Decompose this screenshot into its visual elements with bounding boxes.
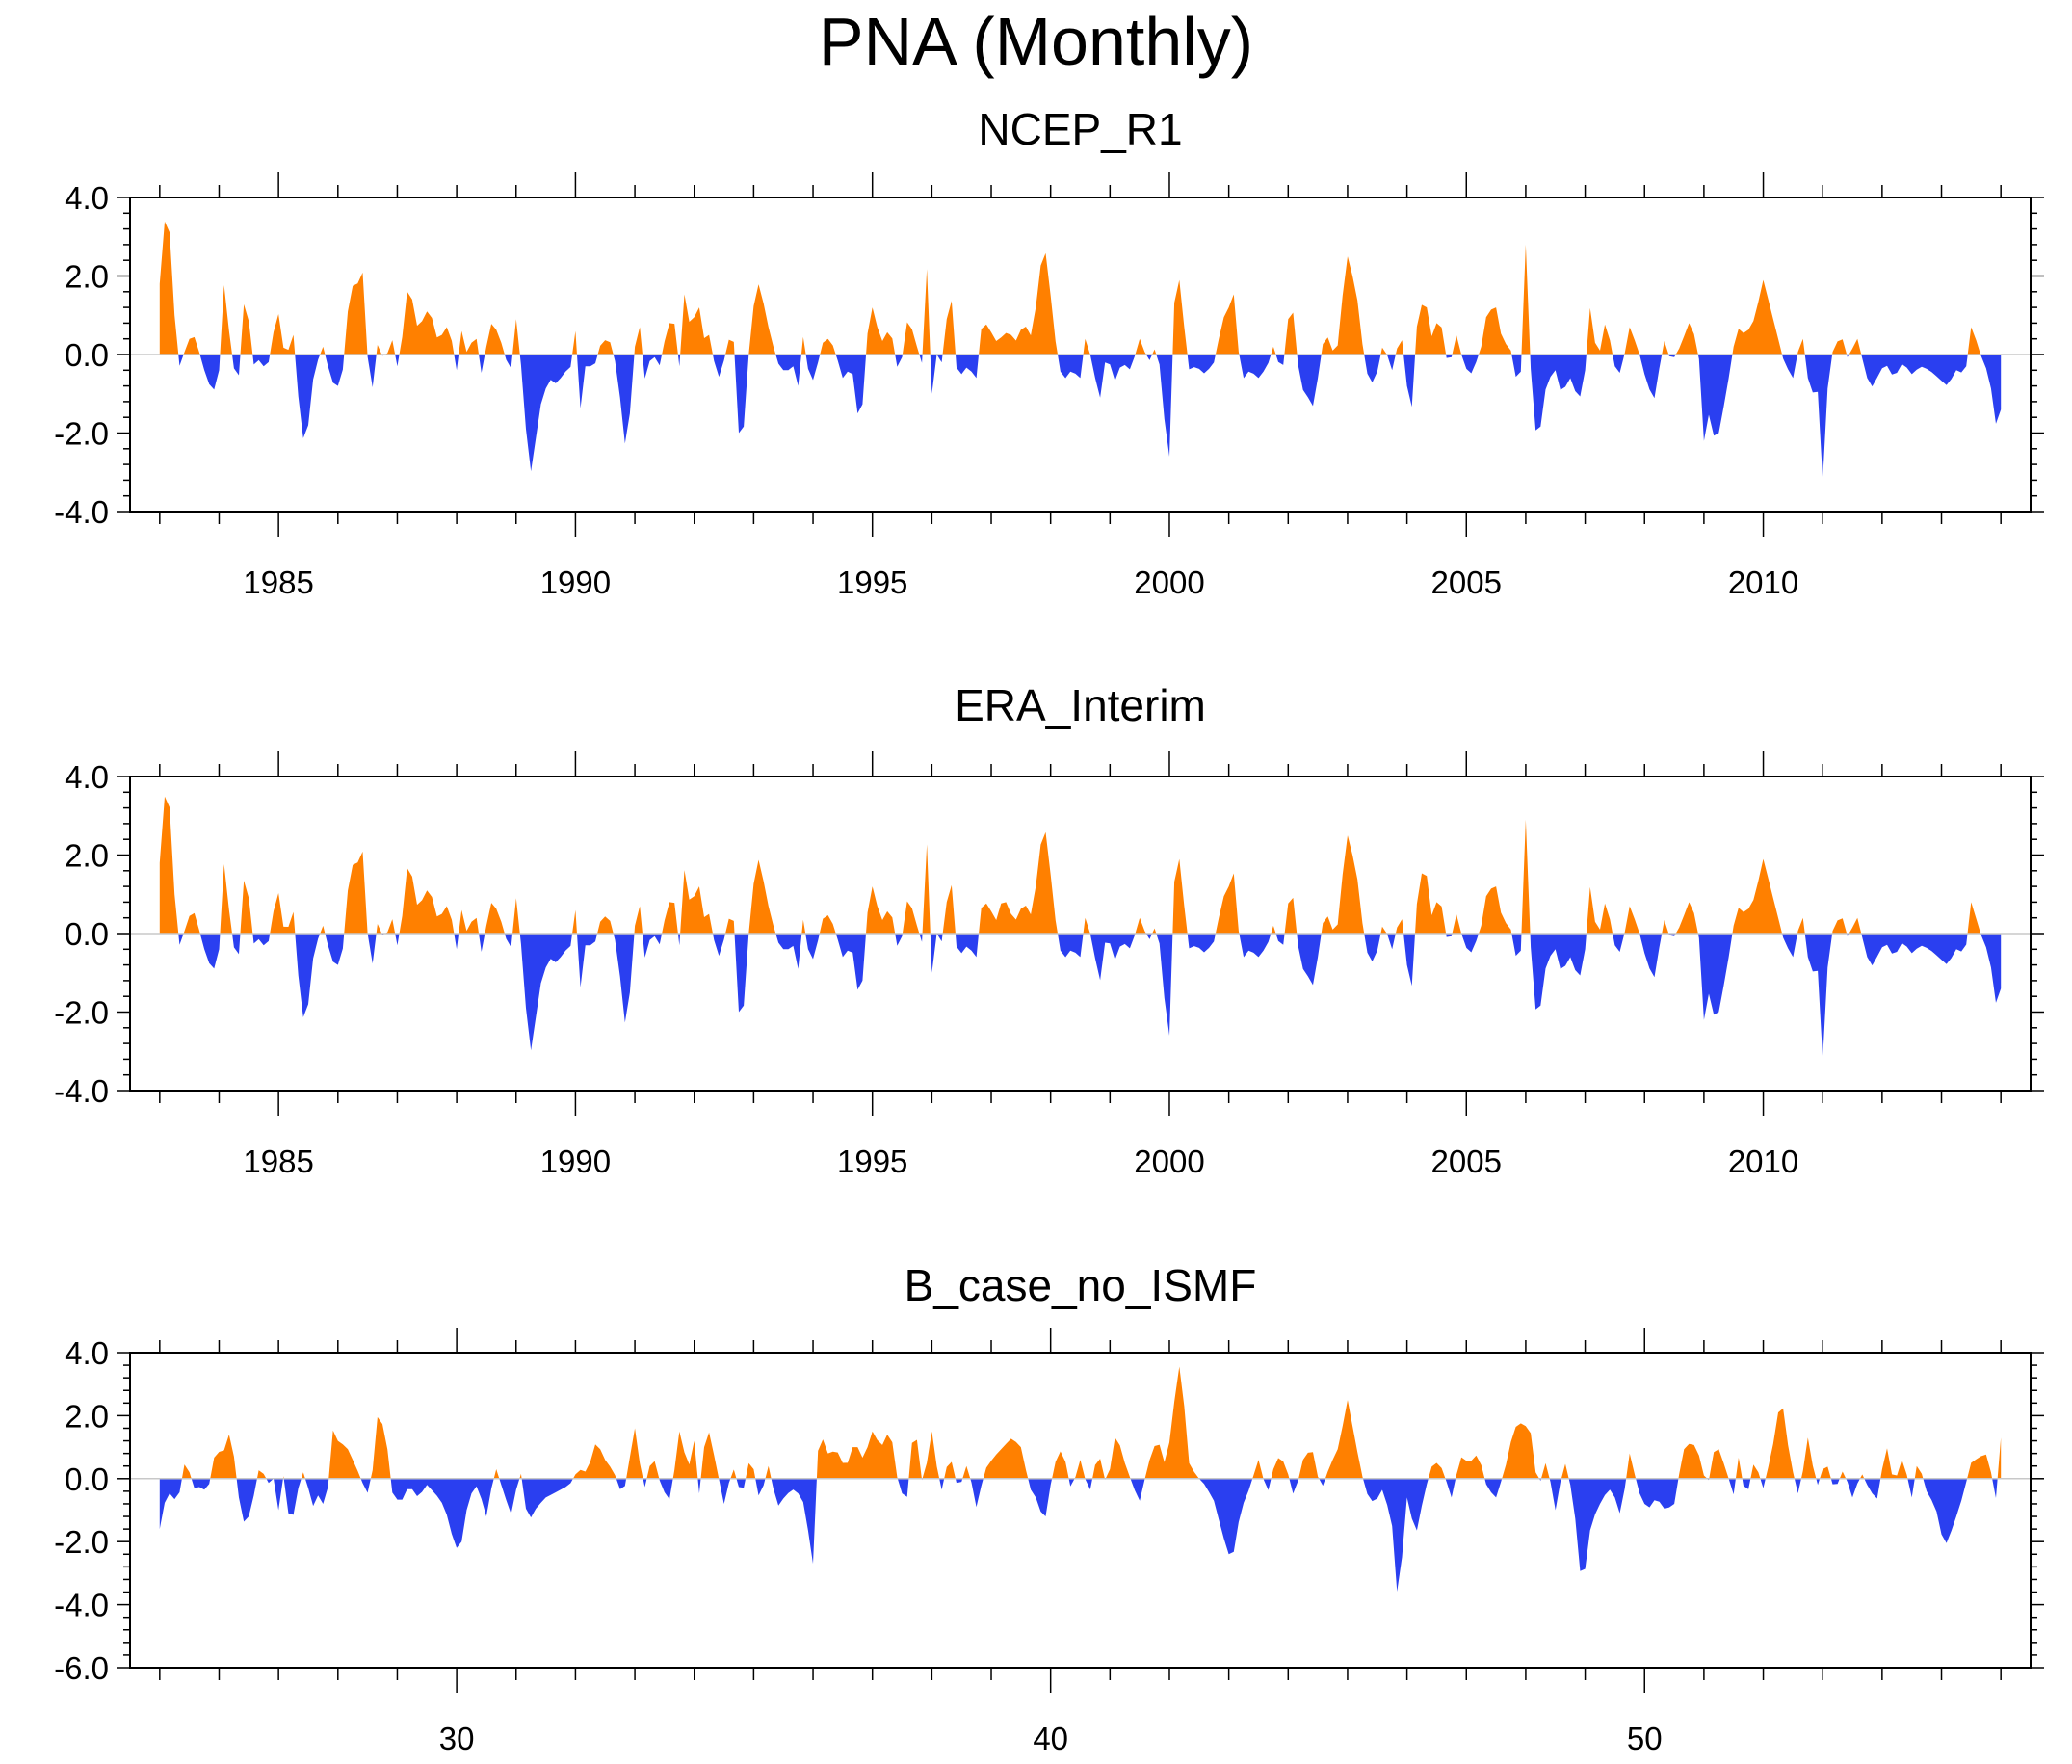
chart-panel-1: NCEP_R1 4.0 2.0 0.0 -2.0 -4.0 1985 1990 1995 2000…: [54, 104, 2044, 600]
y-tick-label: 2.0: [65, 1398, 109, 1434]
panel-title: NCEP_R1: [978, 104, 1182, 154]
y-tick-label: -6.0: [54, 1650, 109, 1686]
x-tick-label: 30: [439, 1721, 475, 1756]
negative-area-series: [159, 934, 2002, 1060]
x-tick-label: 1985: [243, 1144, 313, 1179]
y-tick-label: 4.0: [65, 759, 109, 795]
x-tick-label: 2000: [1134, 1144, 1204, 1179]
y-tick-label: 2.0: [65, 838, 109, 874]
y-tick-label: -2.0: [54, 416, 109, 452]
x-tick-label: 1995: [837, 565, 907, 600]
positive-area-series: [159, 221, 2002, 355]
panel-title: B_case_no_ISMF: [905, 1260, 1257, 1310]
x-tick-label: 1990: [540, 565, 611, 600]
x-tick-label: 1985: [243, 565, 313, 600]
y-tick-label: 0.0: [65, 1461, 109, 1497]
x-tick-label: 2005: [1431, 565, 1502, 600]
positive-area-series: [159, 1366, 2002, 1479]
plot-frame: [129, 1352, 2032, 1669]
y-tick-label: 4.0: [65, 180, 109, 216]
y-tick-label: -4.0: [54, 1073, 109, 1109]
y-tick-label: -2.0: [54, 1524, 109, 1560]
y-tick-label: -2.0: [54, 995, 109, 1031]
x-tick-label: 2010: [1728, 1144, 1798, 1179]
panel-title: ERA_Interim: [955, 680, 1206, 730]
x-tick-label: 2010: [1728, 565, 1798, 600]
x-tick-label: 40: [1033, 1721, 1068, 1756]
y-tick-label: -4.0: [54, 494, 109, 530]
positive-area-series: [159, 796, 2002, 934]
x-tick-label: 50: [1627, 1721, 1663, 1756]
chart-panel-2: ERA_Interim 4.0 2.0 0.0 -2.0 -4.0 1985 1990 1995…: [54, 680, 2044, 1179]
y-tick-label: -4.0: [54, 1588, 109, 1623]
y-tick-label: 0.0: [65, 337, 109, 373]
negative-area-series: [159, 355, 2002, 481]
chart-panel-3: B_case_no_ISMF 4.0 2.0 0.0 -2.0 -4.0 -6.0 30 40 5…: [54, 1260, 2044, 1756]
x-tick-label: 2000: [1134, 565, 1204, 600]
x-tick-label: 1995: [837, 1144, 907, 1179]
y-tick-label: 2.0: [65, 259, 109, 295]
y-tick-label: 4.0: [65, 1335, 109, 1371]
figure-title: PNA (Monthly): [818, 4, 1254, 79]
x-tick-label: 2005: [1431, 1144, 1502, 1179]
y-tick-label: 0.0: [65, 916, 109, 952]
x-tick-label: 1990: [540, 1144, 611, 1179]
